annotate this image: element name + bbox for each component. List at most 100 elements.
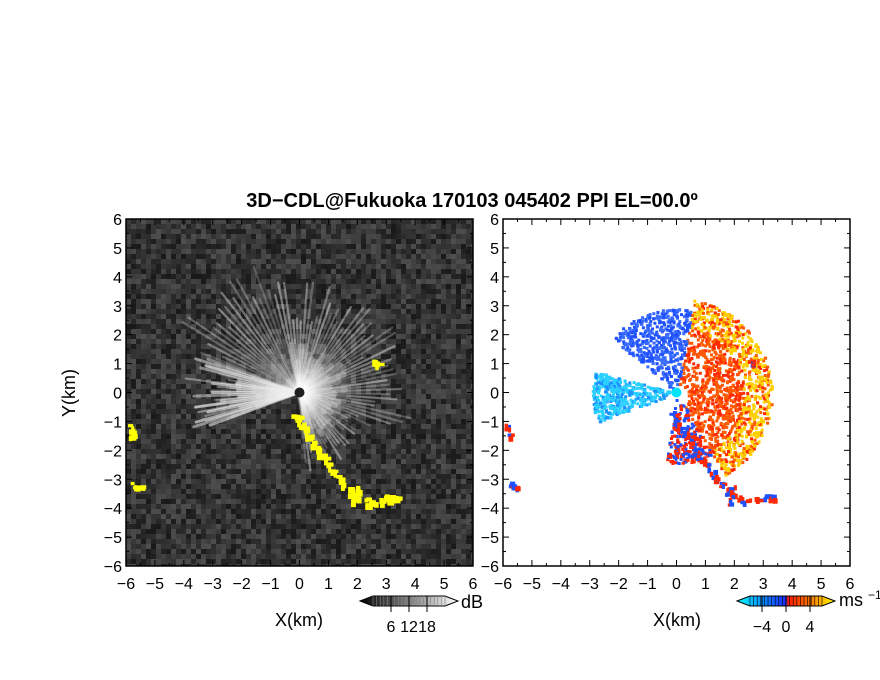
- noise-cell: [301, 449, 306, 454]
- noise-cell: [186, 244, 191, 249]
- noise-cell: [126, 494, 131, 499]
- noise-cell: [391, 404, 396, 409]
- noise-cell: [391, 354, 396, 359]
- noise-cell: [166, 319, 171, 324]
- noise-cell: [226, 479, 231, 484]
- noise-cell: [436, 444, 441, 449]
- noise-cell: [441, 344, 446, 349]
- noise-cell: [246, 279, 251, 284]
- noise-cell: [401, 219, 406, 224]
- noise-cell: [331, 369, 336, 374]
- noise-cell: [431, 349, 436, 354]
- noise-cell: [431, 559, 436, 564]
- noise-cell: [141, 489, 146, 494]
- noise-cell: [271, 404, 276, 409]
- echo-beam: [298, 391, 404, 424]
- noise-cell: [166, 504, 171, 509]
- noise-cell: [371, 434, 376, 439]
- noise-cell: [316, 514, 321, 519]
- noise-cell: [206, 564, 211, 566]
- noise-cell: [311, 454, 316, 459]
- noise-cell: [166, 364, 171, 369]
- noise-cell: [126, 244, 131, 249]
- noise-cell: [326, 414, 331, 419]
- noise-cell: [356, 449, 361, 454]
- noise-cell: [161, 484, 166, 489]
- noise-cell: [266, 469, 271, 474]
- noise-cell: [326, 424, 331, 429]
- noise-cell: [376, 419, 381, 424]
- noise-cell: [216, 259, 221, 264]
- noise-cell: [451, 434, 456, 439]
- noise-cell: [341, 394, 346, 399]
- noise-cell: [156, 284, 161, 289]
- noise-cell: [141, 399, 146, 404]
- noise-cell: [276, 414, 281, 419]
- noise-cell: [281, 314, 286, 319]
- noise-cell: [456, 539, 461, 544]
- noise-cell: [211, 434, 216, 439]
- noise-cell: [151, 564, 156, 566]
- noise-cell: [316, 264, 321, 269]
- noise-cell: [236, 554, 241, 559]
- noise-cell: [416, 364, 421, 369]
- noise-cell: [356, 389, 361, 394]
- noise-cell: [216, 224, 221, 229]
- noise-cell: [381, 219, 386, 224]
- noise-cell: [426, 434, 431, 439]
- noise-cell: [221, 379, 226, 384]
- noise-cell: [336, 364, 341, 369]
- noise-cell: [181, 239, 186, 244]
- noise-cell: [271, 549, 276, 554]
- noise-cell: [406, 339, 411, 344]
- noise-cell: [161, 529, 166, 534]
- noise-cell: [326, 454, 331, 459]
- noise-cell: [416, 524, 421, 529]
- noise-cell: [201, 454, 206, 459]
- noise-cell: [221, 554, 226, 559]
- noise-cell: [416, 549, 421, 554]
- noise-cell: [231, 314, 236, 319]
- noise-cell: [431, 269, 436, 274]
- noise-cell: [421, 334, 426, 339]
- noise-cell: [341, 344, 346, 349]
- noise-cell: [316, 289, 321, 294]
- noise-cell: [266, 244, 271, 249]
- noise-cell: [206, 524, 211, 529]
- noise-cell: [246, 274, 251, 279]
- noise-cell: [336, 409, 341, 414]
- noise-cell: [226, 359, 231, 364]
- noise-cell: [186, 544, 191, 549]
- noise-cell: [376, 284, 381, 289]
- noise-cell: [446, 359, 451, 364]
- noise-cell: [156, 294, 161, 299]
- noise-cell: [126, 234, 131, 239]
- noise-cell: [411, 324, 416, 329]
- noise-cell: [271, 374, 276, 379]
- noise-cell: [466, 284, 471, 289]
- noise-cell: [296, 354, 301, 359]
- noise-cell: [291, 439, 296, 444]
- noise-cell: [411, 409, 416, 414]
- noise-cell: [166, 444, 171, 449]
- noise-cell: [421, 264, 426, 269]
- noise-cell: [286, 454, 291, 459]
- noise-cell: [416, 289, 421, 294]
- noise-cell: [221, 349, 226, 354]
- noise-cell: [426, 519, 431, 524]
- noise-cell: [326, 374, 331, 379]
- noise-cell: [446, 289, 451, 294]
- noise-cell: [406, 264, 411, 269]
- noise-cell: [216, 504, 221, 509]
- noise-cell: [146, 354, 151, 359]
- noise-cell: [401, 324, 406, 329]
- noise-cell: [261, 234, 266, 239]
- noise-cell: [341, 559, 346, 564]
- noise-cell: [161, 494, 166, 499]
- noise-cell: [156, 464, 161, 469]
- noise-cell: [291, 424, 296, 429]
- noise-cell: [171, 434, 176, 439]
- noise-cell: [371, 259, 376, 264]
- noise-cell: [416, 464, 421, 469]
- noise-cell: [471, 509, 473, 514]
